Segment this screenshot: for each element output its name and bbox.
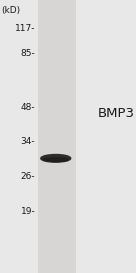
Text: (kD): (kD) — [1, 7, 21, 15]
Text: 48-: 48- — [21, 103, 35, 112]
Text: BMP3: BMP3 — [98, 107, 135, 120]
Ellipse shape — [41, 155, 71, 162]
Text: 117-: 117- — [15, 24, 35, 33]
Ellipse shape — [43, 158, 68, 161]
Text: 26-: 26- — [21, 172, 35, 180]
FancyBboxPatch shape — [38, 0, 76, 273]
Text: 19-: 19- — [21, 207, 35, 216]
Text: 85-: 85- — [21, 49, 35, 58]
Text: 34-: 34- — [21, 138, 35, 146]
